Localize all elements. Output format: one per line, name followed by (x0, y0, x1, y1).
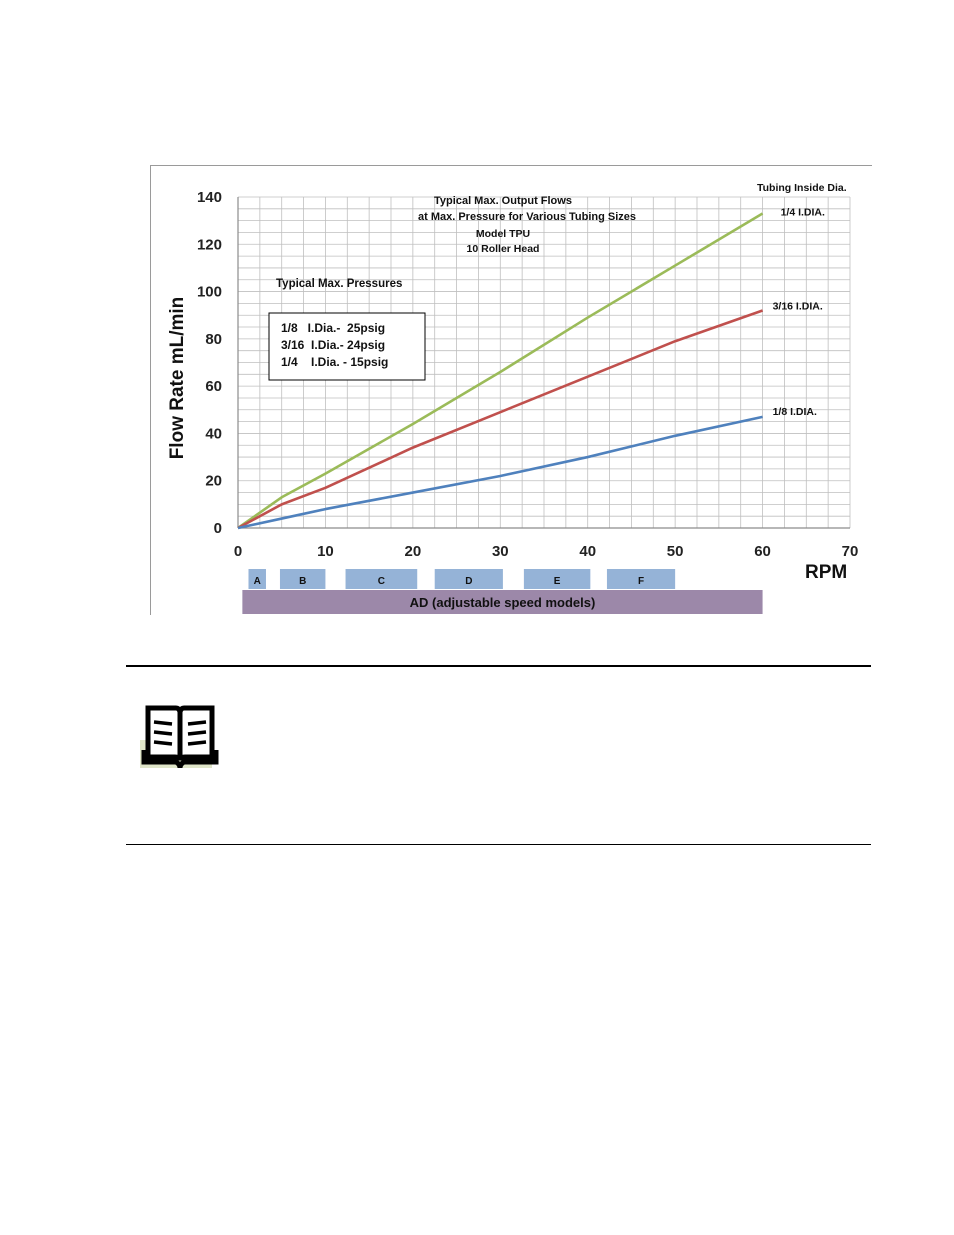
adjustable-speed-bar (242, 590, 763, 614)
x-tick-label: 40 (579, 543, 596, 560)
series-label: 1/4 I.DIA. (781, 207, 825, 219)
speed-range-label: D (465, 576, 472, 587)
x-tick-label: 60 (754, 543, 771, 560)
chart-title-line: 10 Roller Head (467, 243, 540, 255)
speed-range-box (523, 569, 591, 589)
adjustable-speed-label: AD (adjustable speed models) (410, 595, 596, 610)
open-book-icon (140, 705, 219, 769)
x-tick-label: 20 (405, 543, 422, 560)
y-tick-label: 40 (205, 425, 222, 442)
legend-title: Tubing Inside Dia. (757, 182, 847, 194)
speed-range-box (248, 569, 266, 589)
series-line (237, 309, 764, 530)
y-tick-label: 100 (197, 284, 222, 301)
y-axis-label: Flow Rate mL/min (167, 297, 188, 460)
y-tick-label: 60 (205, 378, 222, 395)
x-axis-label: RPM (805, 562, 847, 583)
speed-range-label: A (254, 576, 261, 587)
y-tick-label: 140 (197, 189, 222, 206)
speed-range-box (345, 569, 418, 589)
x-tick-label: 50 (667, 543, 684, 560)
speed-range-box (434, 569, 503, 589)
series-label: 1/8 I.DIA. (773, 406, 817, 418)
pressure-box (268, 312, 426, 381)
series-line (237, 212, 764, 530)
series-label: 3/16 I.DIA. (773, 300, 823, 312)
x-tick-label: 30 (492, 543, 509, 560)
speed-range-box (606, 569, 676, 589)
chart-title-line: Typical Max. Output Flows (434, 195, 572, 207)
x-tick-label: 10 (317, 543, 334, 560)
section-divider-bottom (126, 844, 871, 845)
chart-title-line: Model TPU (476, 228, 530, 240)
speed-range-box (279, 569, 326, 589)
series-line (237, 415, 763, 530)
speed-range-label: C (378, 576, 385, 587)
chart-frame (150, 165, 872, 615)
speed-range-label: E (554, 576, 561, 587)
x-tick-label: 70 (842, 543, 859, 560)
y-tick-label: 20 (205, 473, 222, 490)
x-tick-label: 0 (234, 543, 242, 560)
pressure-box-line: 1/8 I.Dia.- 25psig (281, 321, 385, 335)
section-divider-top (126, 665, 871, 667)
y-tick-label: 120 (197, 236, 222, 253)
pressure-box-heading: Typical Max. Pressures (276, 278, 402, 290)
y-tick-label: 80 (205, 331, 222, 348)
pressure-box-line: 3/16 I.Dia.- 24psig (281, 338, 385, 352)
chart-title-line: at Max. Pressure for Various Tubing Size… (418, 211, 636, 223)
y-tick-label: 0 (214, 520, 222, 537)
speed-range-label: F (638, 576, 644, 587)
speed-range-label: B (299, 576, 306, 587)
pressure-box-line: 1/4 I.Dia. - 15psig (281, 355, 388, 369)
flow-rate-chart: 0 10 20 30 40 50 60 70 0 20 40 60 80 100 120 140 RPM Flow… (167, 182, 859, 614)
